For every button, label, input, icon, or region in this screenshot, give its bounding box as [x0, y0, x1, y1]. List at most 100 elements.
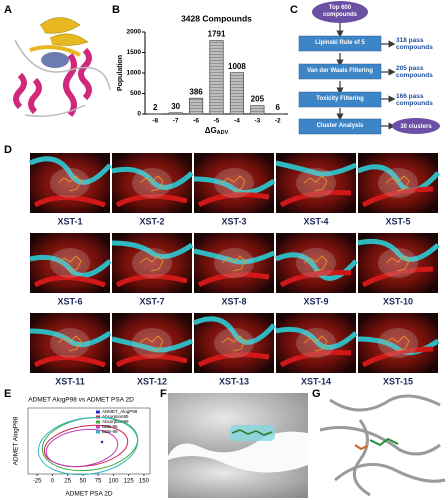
ligand-pocket	[378, 168, 418, 198]
ribbon	[279, 190, 352, 208]
x-axis-label-sub: ADV	[217, 130, 229, 136]
ligand-pocket	[50, 328, 90, 358]
docking-label: XST-4	[303, 216, 328, 226]
ribbon	[193, 176, 276, 196]
ligand-pocket	[132, 168, 172, 198]
ligand-pocket	[296, 168, 336, 198]
panel-label: G	[312, 388, 321, 400]
ligand-pocket	[296, 328, 336, 358]
flow-start: Top 600 compounds	[323, 5, 357, 18]
legend-swatch	[96, 420, 100, 424]
ligand-pocket	[50, 168, 90, 198]
ribbon	[275, 326, 358, 350]
data-label: 2	[153, 103, 158, 112]
ribbon	[279, 270, 352, 288]
start-node	[312, 1, 368, 23]
docking-label: XST-13	[219, 376, 249, 386]
flow-step: Toxicity Filtering	[316, 96, 364, 102]
y-tick-label: 0	[137, 111, 141, 118]
docking-image	[192, 313, 276, 373]
ribbon	[357, 238, 440, 262]
y-tick-label: 500	[130, 90, 141, 97]
flow-box	[298, 91, 382, 108]
ligand-pocket	[132, 248, 172, 278]
data-label: 6	[276, 103, 281, 112]
docking-image	[357, 313, 440, 373]
x-tick-label: -4	[234, 118, 240, 125]
ribbon	[29, 328, 112, 348]
ligand	[221, 175, 246, 192]
flow-arrows	[336, 23, 396, 130]
docking-image	[111, 153, 194, 213]
bar	[209, 40, 224, 115]
x-axis-label: ΔGADV	[205, 126, 229, 136]
docking-image	[28, 153, 112, 213]
ligand	[221, 335, 246, 352]
ribbon	[28, 156, 112, 185]
ribbon	[111, 166, 194, 190]
ribbon	[361, 346, 434, 368]
ligand-pocket	[214, 248, 254, 278]
legend-label: BBB-95	[102, 424, 118, 429]
ligand-pocket	[50, 248, 90, 278]
x-tick-label: -2	[275, 118, 281, 125]
docking-image	[357, 233, 440, 293]
bar	[250, 105, 265, 115]
bar	[168, 112, 183, 115]
docking-label: XST-12	[137, 376, 167, 386]
y-axis-label: Population	[117, 55, 124, 91]
docking-label: XST-7	[139, 296, 164, 306]
data-label: 205	[251, 95, 265, 104]
docking-image	[275, 153, 358, 213]
x-tick-label: -5	[214, 118, 220, 125]
point	[100, 440, 104, 444]
ribbon	[193, 248, 276, 265]
y-tick-label: 1000	[127, 70, 142, 77]
flow-result: 205 pass compounds	[396, 65, 433, 79]
ligand-pocket	[378, 248, 418, 278]
ribbon	[356, 164, 440, 193]
binding-image	[319, 394, 446, 497]
y-axis-label: ADMET AlogP98	[13, 416, 20, 465]
docking-image	[193, 153, 276, 213]
ribbon	[361, 186, 434, 208]
x-axis-label-main: ΔG	[205, 126, 217, 135]
data-label: 30	[171, 102, 180, 111]
docking-label: XST-8	[221, 296, 246, 306]
ligand-pocket	[378, 328, 418, 358]
ribbon	[33, 355, 106, 368]
ligand-pocket	[214, 328, 254, 358]
docking-label: XST-6	[57, 296, 82, 306]
docking-label: XST-10	[383, 296, 413, 306]
y-tick-label: 1500	[127, 49, 142, 56]
legend-swatch	[96, 430, 100, 434]
docking-image	[275, 313, 358, 373]
ribbon	[279, 350, 352, 368]
panel-label: F	[160, 388, 167, 400]
flow-box	[298, 118, 382, 135]
flow-step: Van der Waals Filtering	[307, 68, 373, 74]
x-tick-label: 100	[108, 479, 119, 485]
ribbon	[115, 353, 188, 368]
legend-label: Absorption99	[102, 419, 129, 424]
flow-box	[298, 35, 382, 52]
x-tick-label: 150	[139, 479, 150, 485]
ellipse	[45, 428, 119, 468]
x-tick-label: -7	[173, 118, 179, 125]
ligand	[57, 255, 82, 272]
ribbon	[192, 316, 276, 345]
data-label: 386	[189, 87, 203, 96]
docking-image	[193, 233, 276, 293]
x-tick-label: 125	[124, 479, 135, 485]
chart-title: 3428 Compounds	[181, 13, 252, 23]
docking-image	[274, 233, 358, 293]
ribbon	[33, 195, 106, 208]
docking-label: XST-5	[385, 216, 410, 226]
chart-title: ADMET AlogP98 vs ADMET PSA 2D	[28, 397, 134, 404]
data-label: 1791	[208, 30, 226, 39]
ligand-pocket	[132, 328, 172, 358]
docking-label: XST-15	[383, 376, 413, 386]
ligand	[303, 175, 328, 192]
bar	[189, 97, 204, 115]
